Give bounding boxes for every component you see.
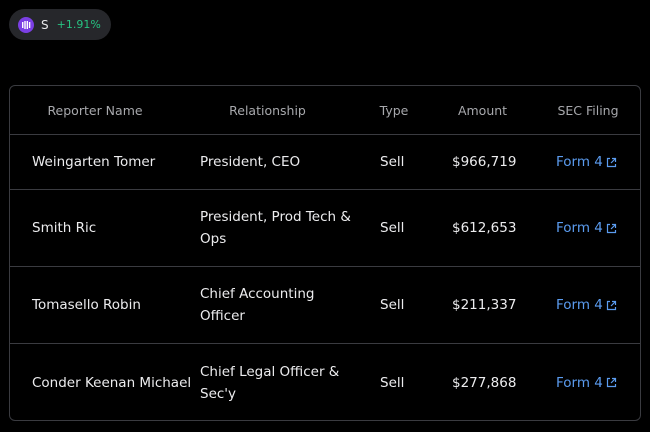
header-amount: Amount (457, 102, 508, 118)
amount: $612,653 (452, 220, 517, 236)
relationship: Chief Legal Officer & Sec'y (200, 363, 340, 402)
table-row: Weingarten Tomer President, CEO Sell $96… (10, 135, 640, 190)
external-link-icon (606, 157, 617, 168)
table-row: Tomasello Robin Chief Accounting Officer… (10, 267, 640, 344)
sec-filing-cell: Form 4 (556, 344, 636, 420)
ticker-chip[interactable]: S +1.91% (9, 9, 111, 40)
amount: $966,719 (452, 154, 517, 170)
relationship: President, CEO (200, 154, 301, 170)
ticker-symbol: S (41, 17, 49, 32)
reporter-name: Conder Keenan Michael (32, 374, 192, 391)
external-link-icon (606, 377, 617, 388)
form-4-label: Form 4 (556, 297, 603, 313)
form-4-label: Form 4 (556, 374, 603, 391)
relationship: Chief Accounting Officer (200, 286, 315, 324)
sec-filing-cell: Form 4 (556, 267, 636, 343)
reporter-name: Weingarten Tomer (32, 154, 156, 170)
reporter-name: Smith Ric (32, 220, 97, 236)
form-4-link[interactable]: Form 4 (556, 294, 617, 316)
header-sec-filing: SEC Filing (557, 102, 619, 118)
price-change: +1.91% (56, 18, 101, 31)
external-link-icon (606, 223, 617, 234)
form-4-link[interactable]: Form 4 (556, 217, 617, 239)
table-row: Smith Ric President, Prod Tech & Ops Sel… (10, 190, 640, 267)
transaction-type: Sell (380, 154, 405, 170)
amount: $277,868 (452, 374, 517, 391)
transaction-type: Sell (380, 220, 405, 236)
table-row: Conder Keenan Michael Chief Legal Office… (10, 344, 640, 420)
relationship: President, Prod Tech & Ops (200, 209, 351, 247)
form-4-label: Form 4 (556, 154, 603, 170)
header-reporter-name: Reporter Name (47, 102, 143, 118)
transaction-type: Sell (380, 297, 405, 313)
insider-transactions-table: Reporter Name Relationship Type Amount S… (9, 85, 641, 421)
table-header: Reporter Name Relationship Type Amount S… (10, 86, 640, 135)
header-type: Type (379, 102, 409, 118)
external-link-icon (606, 300, 617, 311)
sec-filing-cell: Form 4 (556, 190, 636, 266)
header-relationship: Relationship (229, 102, 306, 118)
form-4-link[interactable]: Form 4 (556, 372, 617, 394)
form-4-link[interactable]: Form 4 (556, 151, 617, 173)
amount: $211,337 (452, 297, 517, 313)
form-4-label: Form 4 (556, 220, 603, 236)
sentinelone-logo-icon (18, 16, 34, 33)
transaction-type: Sell (380, 374, 405, 391)
sec-filing-cell: Form 4 (556, 135, 636, 189)
reporter-name: Tomasello Robin (32, 297, 141, 313)
